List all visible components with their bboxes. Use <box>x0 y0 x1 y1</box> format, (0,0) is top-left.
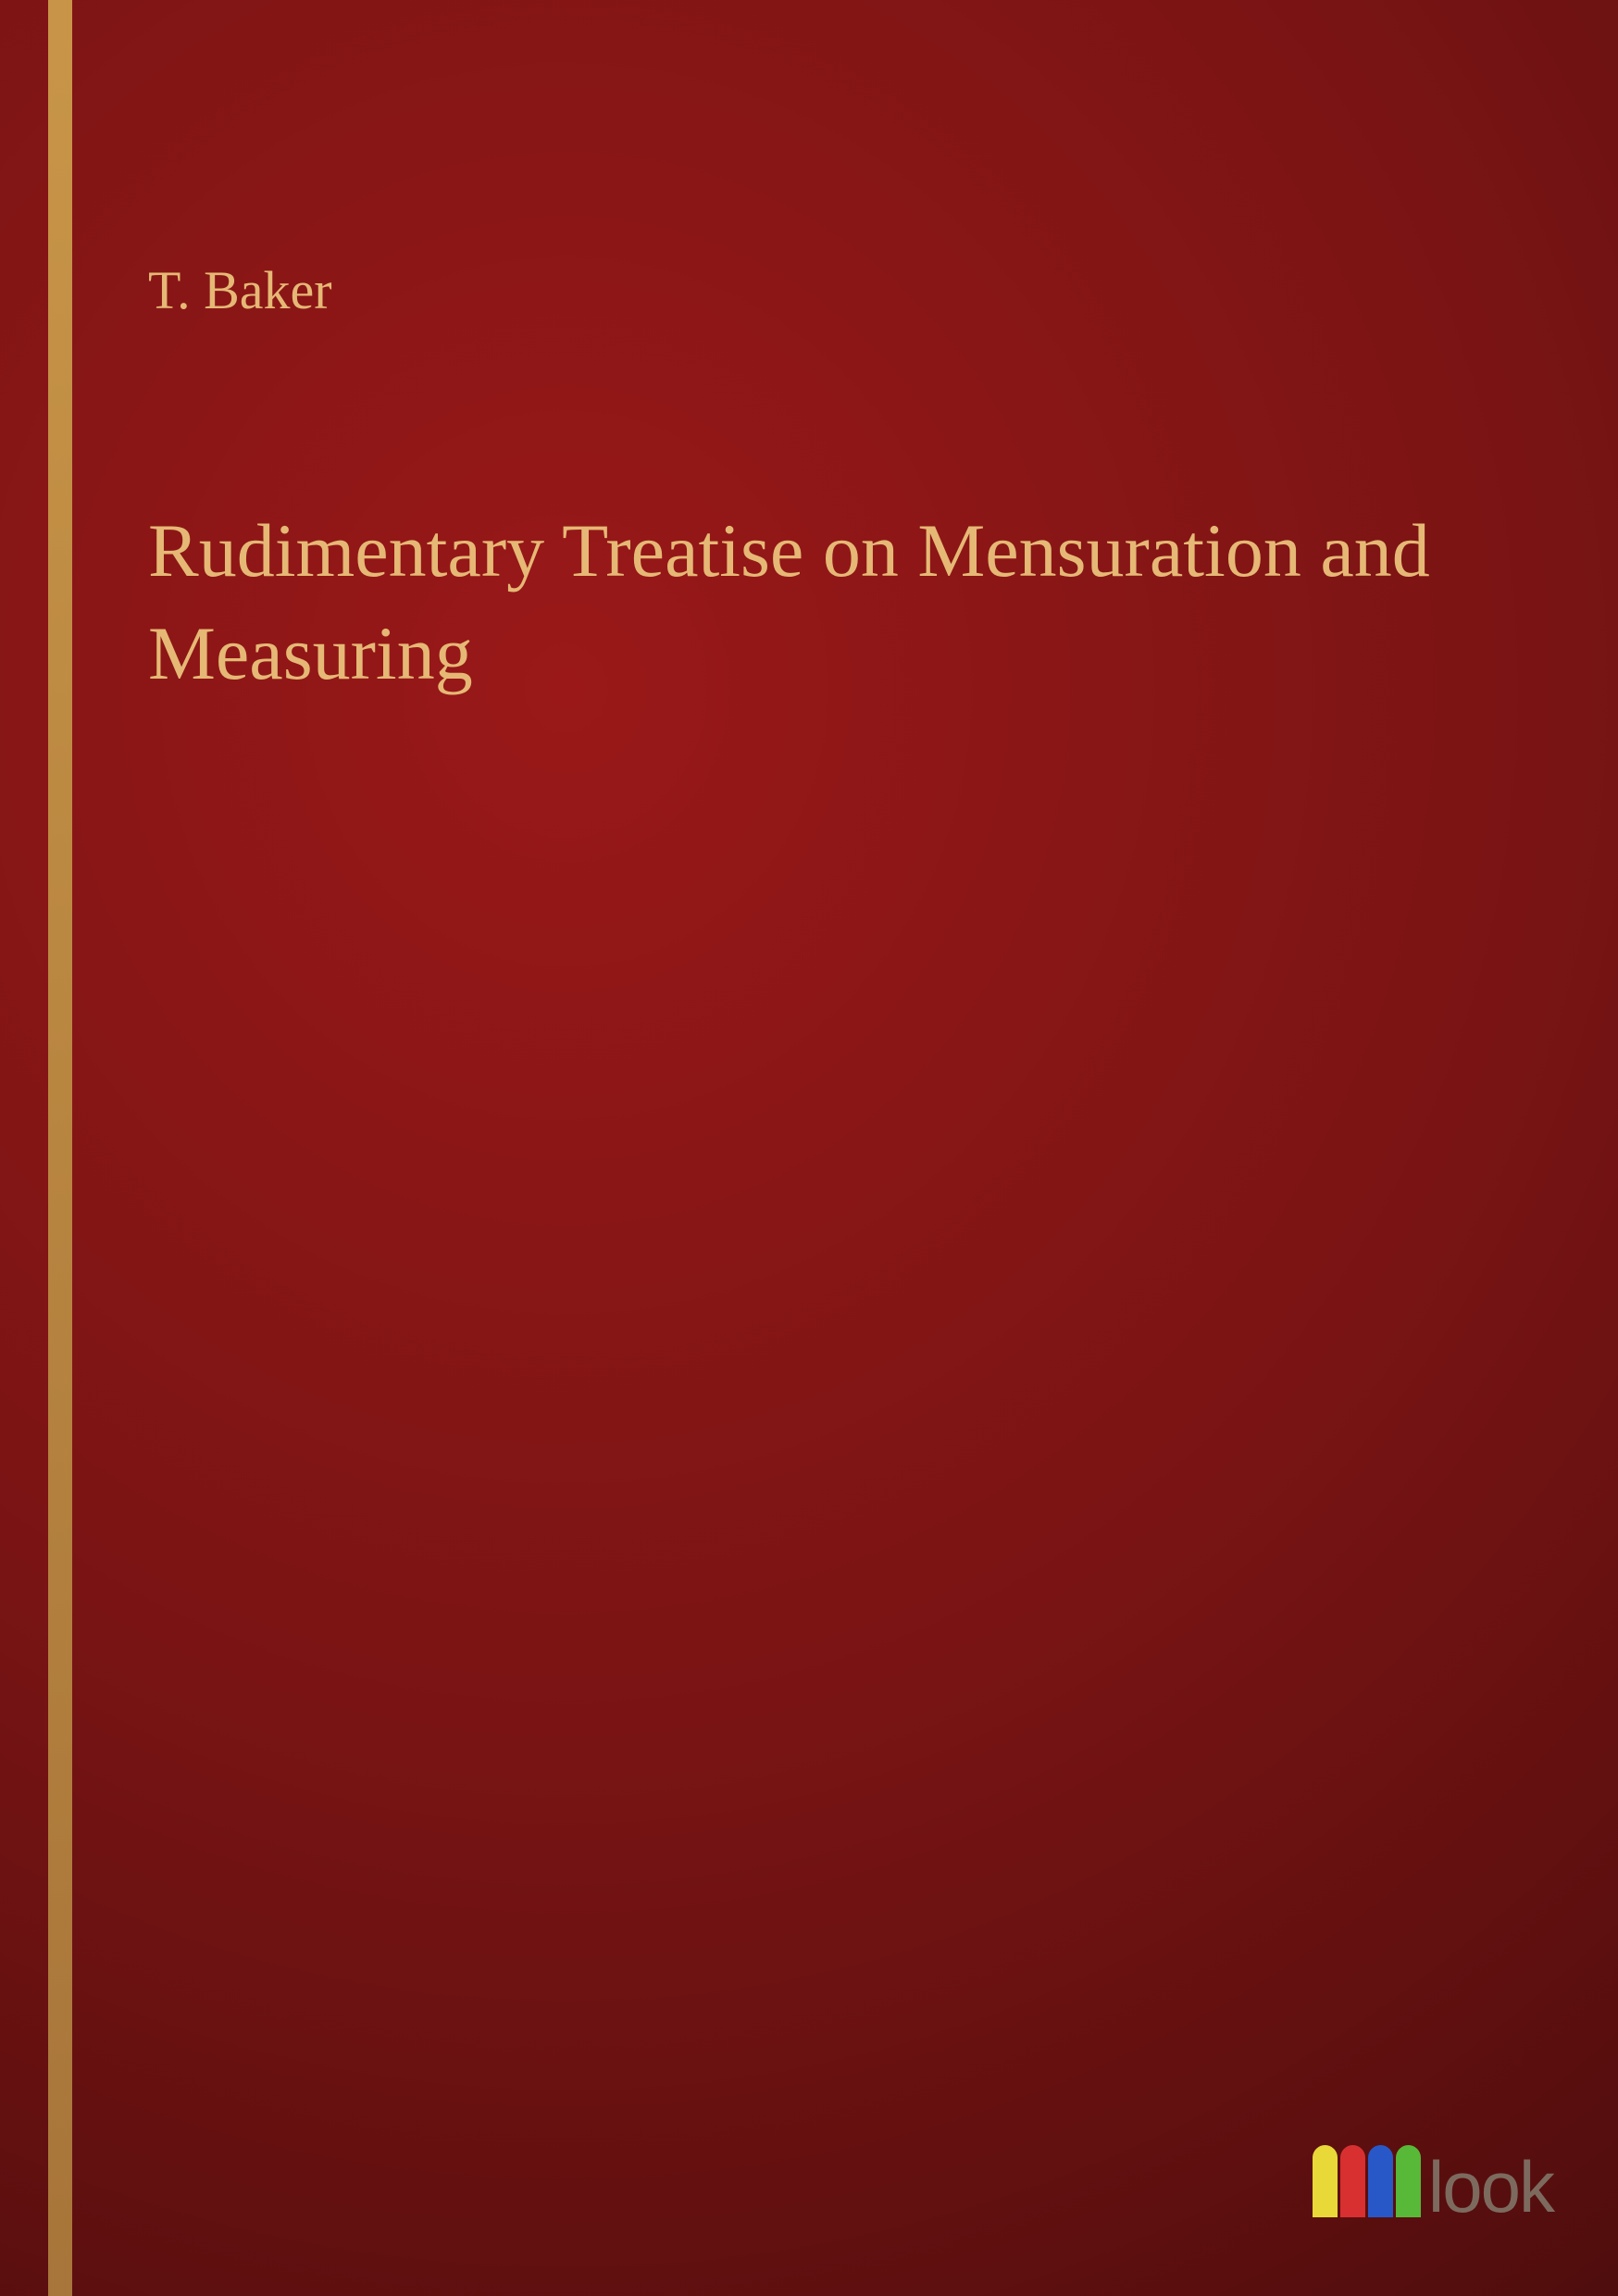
author-name: T. Baker <box>148 259 332 321</box>
publisher-logo: look <box>1313 2145 1553 2217</box>
publisher-logo-text: look <box>1428 2156 1553 2217</box>
book-cover: T. Baker Rudimentary Treatise on Mensura… <box>0 0 1618 2296</box>
book-title: Rudimentary Treatise on Mensuration and … <box>148 500 1525 705</box>
logo-bar-o1 <box>1313 2145 1338 2217</box>
spine-accent <box>48 0 72 2296</box>
logo-bar-o2 <box>1340 2145 1365 2217</box>
logo-bar-l <box>1396 2145 1421 2217</box>
logo-bar-t <box>1368 2145 1393 2217</box>
